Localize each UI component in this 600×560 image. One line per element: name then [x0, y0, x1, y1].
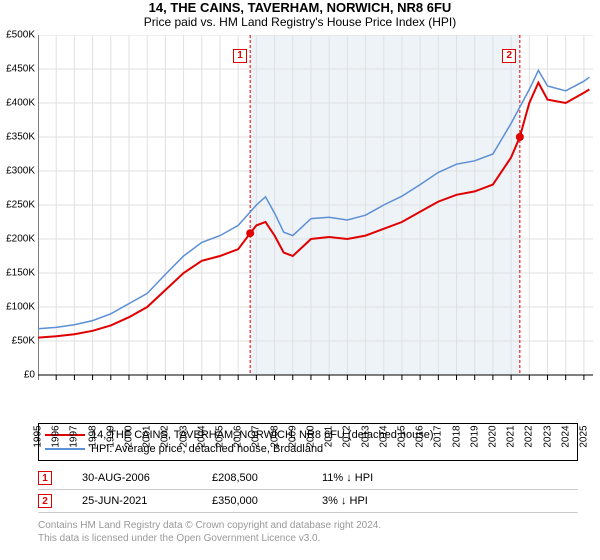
x-tick-label: 2022 [524, 425, 535, 447]
x-tick-label: 2025 [578, 425, 589, 447]
sales-table: 1 30-AUG-2006 £208,500 11% ↓ HPI 2 25-JUN-202… [38, 467, 578, 513]
x-tick-label: 2007 [251, 425, 262, 447]
x-tick-label: 2005 [214, 425, 225, 447]
sale-price: £208,500 [212, 472, 292, 484]
x-tick-label: 2013 [360, 425, 371, 447]
credit-line2: This data is licensed under the Open Gov… [38, 532, 578, 545]
chart-title: 14, THE CAINS, TAVERHAM, NORWICH, NR8 6F… [0, 0, 600, 15]
x-tick-label: 1998 [87, 425, 98, 447]
x-tick-label: 2000 [123, 425, 134, 447]
x-tick-label: 2009 [287, 425, 298, 447]
x-tick-label: 1996 [51, 425, 62, 447]
credit-line1: Contains HM Land Registry data © Crown c… [38, 519, 578, 532]
y-tick-label: £50K [12, 336, 35, 347]
x-tick-label: 2004 [196, 425, 207, 447]
chart-area: £0£50K£100K£150K£200K£250K£300K£350K£400… [38, 35, 593, 395]
x-tick-label: 2017 [433, 425, 444, 447]
x-tick-label: 2011 [324, 426, 335, 448]
credit: Contains HM Land Registry data © Crown c… [38, 519, 578, 545]
sale-pct: 3% ↓ HPI [322, 495, 422, 507]
x-tick-label: 2016 [415, 425, 426, 447]
x-tick-label: 1995 [33, 425, 44, 447]
chart-marker-box: 2 [502, 49, 516, 63]
x-tick-label: 2008 [269, 425, 280, 447]
x-tick-label: 2010 [305, 425, 316, 447]
y-tick-label: £150K [6, 268, 35, 279]
x-tick-label: 2024 [560, 425, 571, 447]
legend-swatch [45, 448, 85, 450]
x-tick-label: 2002 [160, 425, 171, 447]
y-tick-label: £400K [6, 98, 35, 109]
chart-marker-box: 1 [233, 49, 247, 63]
y-axis: £0£50K£100K£150K£200K£250K£300K£350K£400… [0, 35, 38, 375]
sale-date: 25-JUN-2021 [82, 495, 182, 507]
x-tick-label: 2021 [506, 425, 517, 447]
y-tick-label: £100K [6, 302, 35, 313]
y-tick-label: £500K [6, 30, 35, 41]
y-tick-label: £350K [6, 132, 35, 143]
x-tick-label: 1997 [69, 425, 80, 447]
chart-plot [38, 35, 593, 395]
x-tick-label: 2018 [451, 425, 462, 447]
y-tick-label: £200K [6, 234, 35, 245]
sale-price: £350,000 [212, 495, 292, 507]
chart-subtitle: Price paid vs. HM Land Registry's House … [0, 15, 600, 29]
x-tick-label: 2023 [542, 425, 553, 447]
x-tick-label: 2015 [396, 425, 407, 447]
sale-pct: 11% ↓ HPI [322, 472, 422, 484]
x-tick-label: 2019 [469, 425, 480, 447]
x-tick-label: 2006 [233, 425, 244, 447]
x-tick-label: 2014 [378, 425, 389, 447]
sale-marker-box: 1 [38, 471, 52, 485]
x-tick-label: 1999 [105, 425, 116, 447]
sale-marker-box: 2 [38, 494, 52, 508]
x-tick-label: 2012 [342, 425, 353, 447]
sale-date: 30-AUG-2006 [82, 472, 182, 484]
sale-row: 2 25-JUN-2021 £350,000 3% ↓ HPI [38, 490, 578, 513]
y-tick-label: £0 [24, 370, 35, 381]
x-tick-label: 2003 [178, 425, 189, 447]
sale-row: 1 30-AUG-2006 £208,500 11% ↓ HPI [38, 467, 578, 490]
y-tick-label: £250K [6, 200, 35, 211]
x-tick-label: 2001 [142, 425, 153, 447]
x-tick-label: 2020 [487, 425, 498, 447]
chart-container: 14, THE CAINS, TAVERHAM, NORWICH, NR8 6F… [0, 0, 600, 560]
y-tick-label: £300K [6, 166, 35, 177]
y-tick-label: £450K [6, 64, 35, 75]
